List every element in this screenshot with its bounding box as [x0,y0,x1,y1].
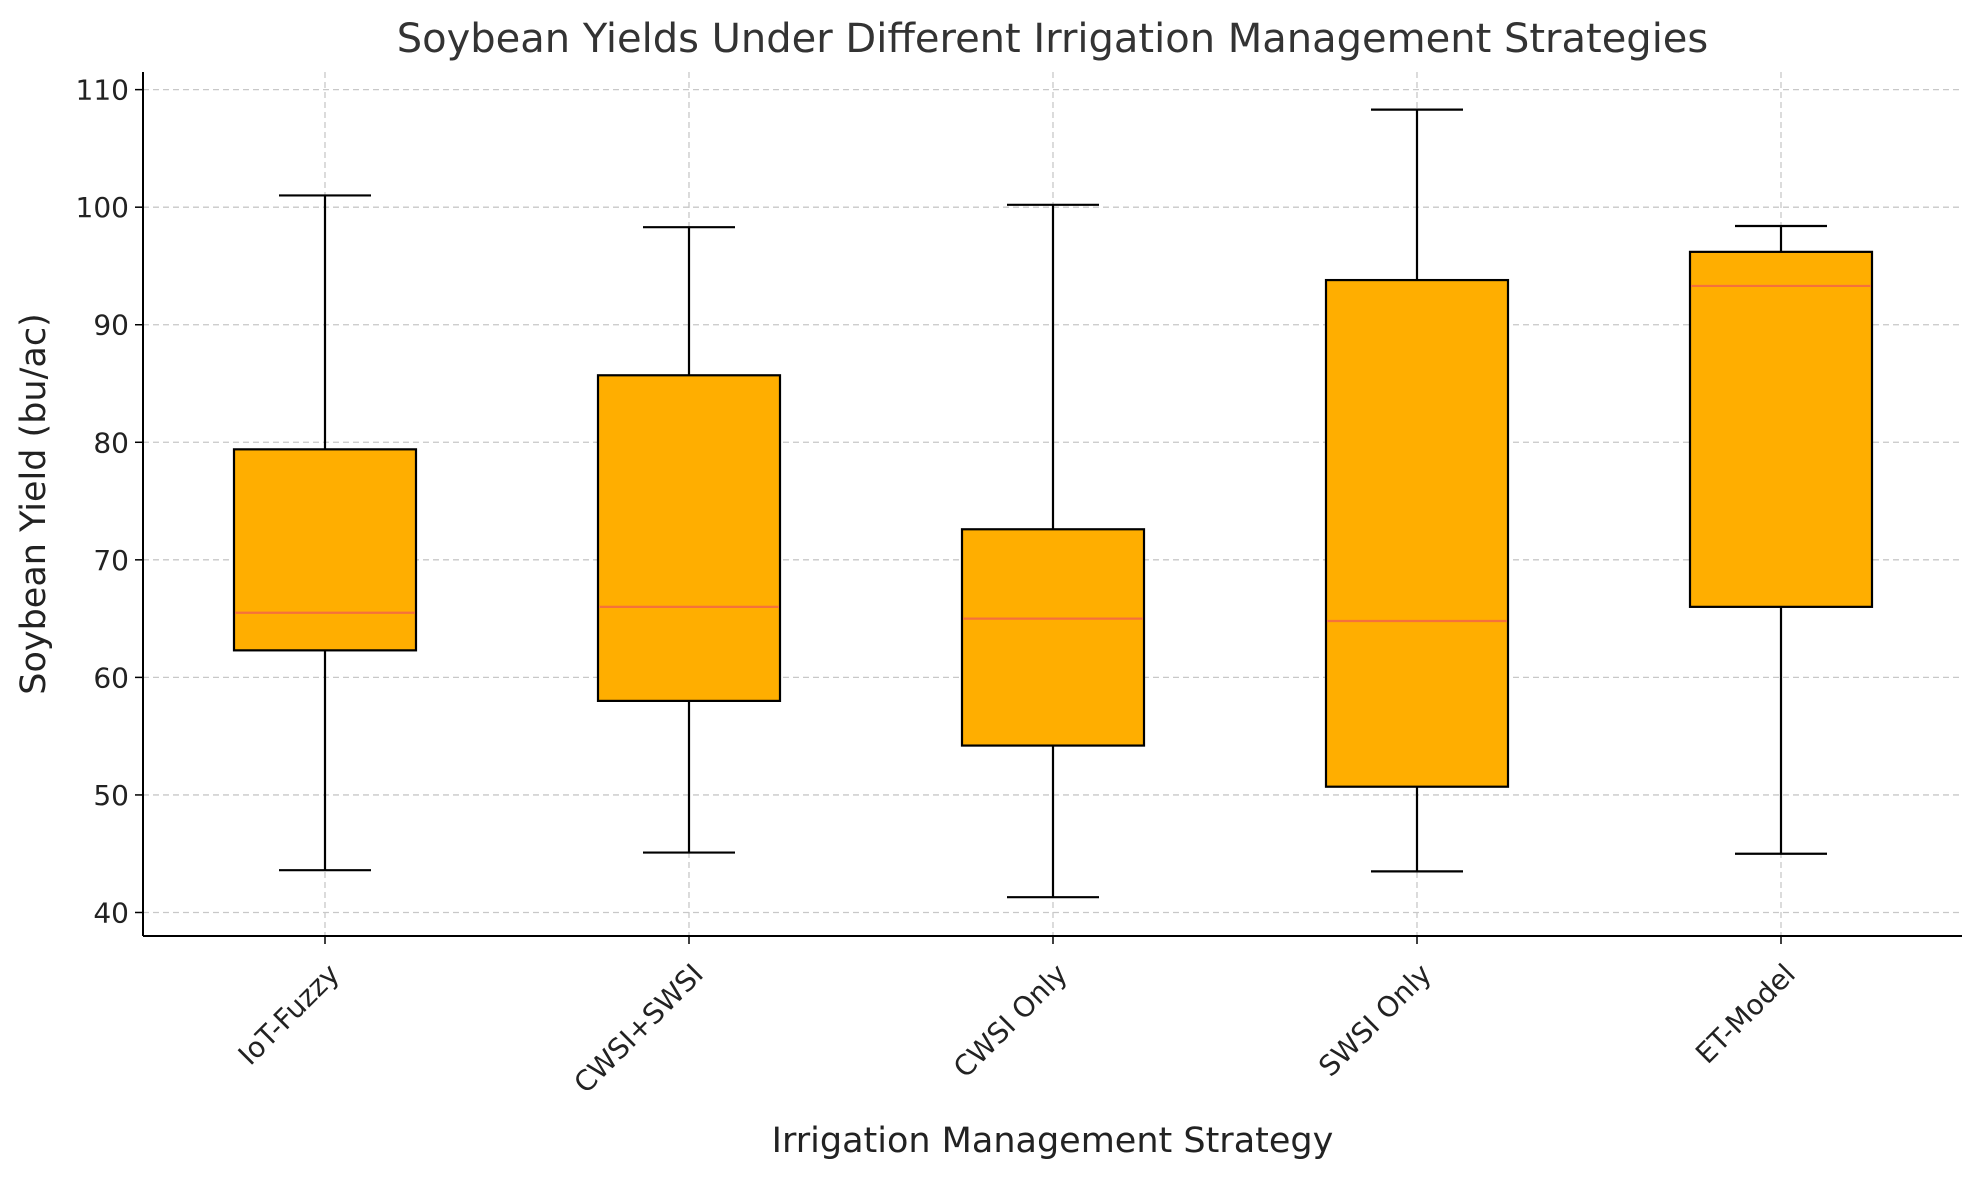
box-group [596,226,782,854]
y-axis-label: Soybean Yield (bu/ac) [14,313,54,695]
boxes-layer [232,108,1874,899]
x-tick-label: ET-Model [1689,957,1802,1070]
iqr-box [1688,250,1874,608]
x-tick-label: CWSI Only [947,957,1074,1084]
x-tick-label: SWSI Only [1312,957,1438,1083]
chart-title: Soybean Yields Under Different Irrigatio… [397,16,1709,62]
y-tick-label: 40 [93,896,129,929]
x-axis-label: Irrigation Management Strategy [772,1121,1334,1161]
box-group [1688,224,1874,855]
x-tick-label: IoT-Fuzzy [232,957,346,1071]
y-tick-label: 60 [93,661,129,694]
box-group [960,203,1146,899]
y-tick-label: 80 [93,426,129,459]
box-group [1324,108,1510,873]
y-tick-label: 70 [93,544,129,577]
y-tick-label: 100 [76,191,129,224]
iqr-box [1324,278,1510,788]
box-group [232,194,418,872]
iqr-box [232,448,418,652]
y-tick-label: 90 [93,309,129,342]
iqr-box [596,374,782,702]
x-tick-label: CWSI+SWSI [568,957,710,1099]
y-tick-label: 110 [76,74,129,107]
iqr-box [960,528,1146,747]
y-tick-label: 50 [93,779,129,812]
